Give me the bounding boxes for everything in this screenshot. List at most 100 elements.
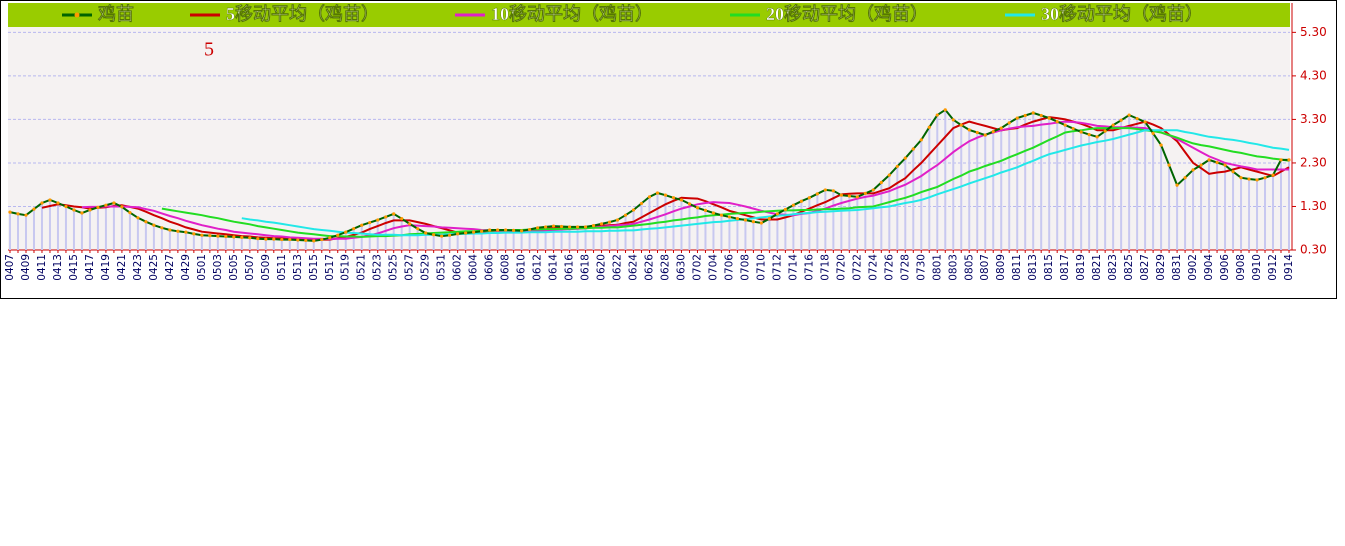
bar xyxy=(712,213,715,250)
x-tick-label: 0517 xyxy=(324,254,336,281)
legend-label: 10移动平均（鸡苗） xyxy=(491,3,653,24)
bar xyxy=(976,132,979,250)
point xyxy=(1055,119,1059,124)
point xyxy=(695,206,700,210)
x-tick-label: 0805 xyxy=(963,254,975,281)
bar xyxy=(1032,112,1035,250)
x-tick-label: 0521 xyxy=(356,254,368,281)
bar xyxy=(72,209,75,250)
bar xyxy=(600,223,603,250)
point xyxy=(959,123,963,127)
x-tick-label: 0821 xyxy=(1091,254,1103,281)
bar xyxy=(752,221,755,250)
point xyxy=(999,126,1003,130)
point xyxy=(823,188,827,192)
point xyxy=(320,237,324,242)
series-line xyxy=(241,129,1290,237)
point xyxy=(504,228,508,232)
bar xyxy=(1176,185,1179,250)
point xyxy=(480,229,484,233)
bar xyxy=(1184,177,1187,250)
point xyxy=(671,196,676,200)
point xyxy=(711,211,716,215)
x-tick-label: 0413 xyxy=(52,254,64,281)
bar xyxy=(672,197,675,250)
point xyxy=(1151,131,1155,135)
bar xyxy=(1120,120,1123,251)
point xyxy=(16,212,20,216)
point xyxy=(344,230,348,234)
x-tick-label: 0718 xyxy=(819,254,831,281)
point xyxy=(815,192,819,196)
series-line xyxy=(161,127,1290,238)
point xyxy=(759,221,764,225)
point xyxy=(136,216,140,220)
point xyxy=(240,235,244,239)
x-tick-label: 0809 xyxy=(995,254,1007,281)
bar xyxy=(904,158,907,250)
point xyxy=(927,125,931,129)
point xyxy=(520,229,524,233)
x-tick-label: 0515 xyxy=(308,254,320,281)
bar xyxy=(1216,162,1219,250)
x-tick-label: 0523 xyxy=(372,254,384,281)
bar xyxy=(1144,122,1147,250)
point xyxy=(855,195,859,199)
bar xyxy=(1256,179,1259,250)
point xyxy=(8,210,12,214)
bar xyxy=(1136,118,1139,251)
point xyxy=(248,236,252,240)
x-tick-label: 0608 xyxy=(500,254,512,281)
bar xyxy=(1072,128,1075,250)
x-tick-label: 0427 xyxy=(164,254,176,281)
point xyxy=(112,201,116,205)
x-tick-label: 0825 xyxy=(1123,254,1135,281)
point xyxy=(631,208,636,212)
point xyxy=(1183,176,1187,180)
point xyxy=(743,218,748,222)
x-tick-label: 0409 xyxy=(20,254,32,281)
bar xyxy=(1240,177,1243,250)
point xyxy=(1239,176,1243,180)
point xyxy=(1247,177,1251,181)
bar xyxy=(392,213,395,250)
bar xyxy=(848,196,851,250)
point xyxy=(464,231,468,235)
bar xyxy=(184,232,187,250)
x-tick-label: 0509 xyxy=(260,254,272,281)
bar xyxy=(208,235,211,250)
x-tick-label: 0815 xyxy=(1043,254,1055,281)
bar xyxy=(104,205,107,250)
bar xyxy=(888,175,891,250)
point xyxy=(1063,123,1067,127)
bar xyxy=(592,225,595,250)
bar xyxy=(192,233,195,250)
bar xyxy=(1024,115,1027,251)
point xyxy=(456,232,460,236)
bar xyxy=(320,239,323,250)
x-tick-label: 0712 xyxy=(771,254,783,281)
bar xyxy=(272,239,275,250)
point xyxy=(791,203,795,207)
bar xyxy=(24,215,27,250)
point xyxy=(336,233,340,237)
x-tick-label: 0813 xyxy=(1027,254,1039,281)
bar xyxy=(624,215,627,250)
bar xyxy=(240,237,243,250)
bar xyxy=(480,231,483,250)
x-tick-label: 0417 xyxy=(84,254,96,281)
bar xyxy=(128,212,131,250)
legend-label: 鸡苗 xyxy=(97,3,134,24)
x-tick-label: 0624 xyxy=(628,254,640,281)
x-tick-label: 0724 xyxy=(867,254,879,281)
x-tick-label: 0614 xyxy=(548,254,560,281)
bar xyxy=(528,229,531,250)
point xyxy=(879,180,883,185)
point xyxy=(1015,116,1019,120)
bar xyxy=(488,229,491,250)
x-tick-label: 0620 xyxy=(596,254,608,281)
bar xyxy=(720,215,723,250)
x-tick-label: 0630 xyxy=(675,254,687,281)
point xyxy=(735,217,740,221)
